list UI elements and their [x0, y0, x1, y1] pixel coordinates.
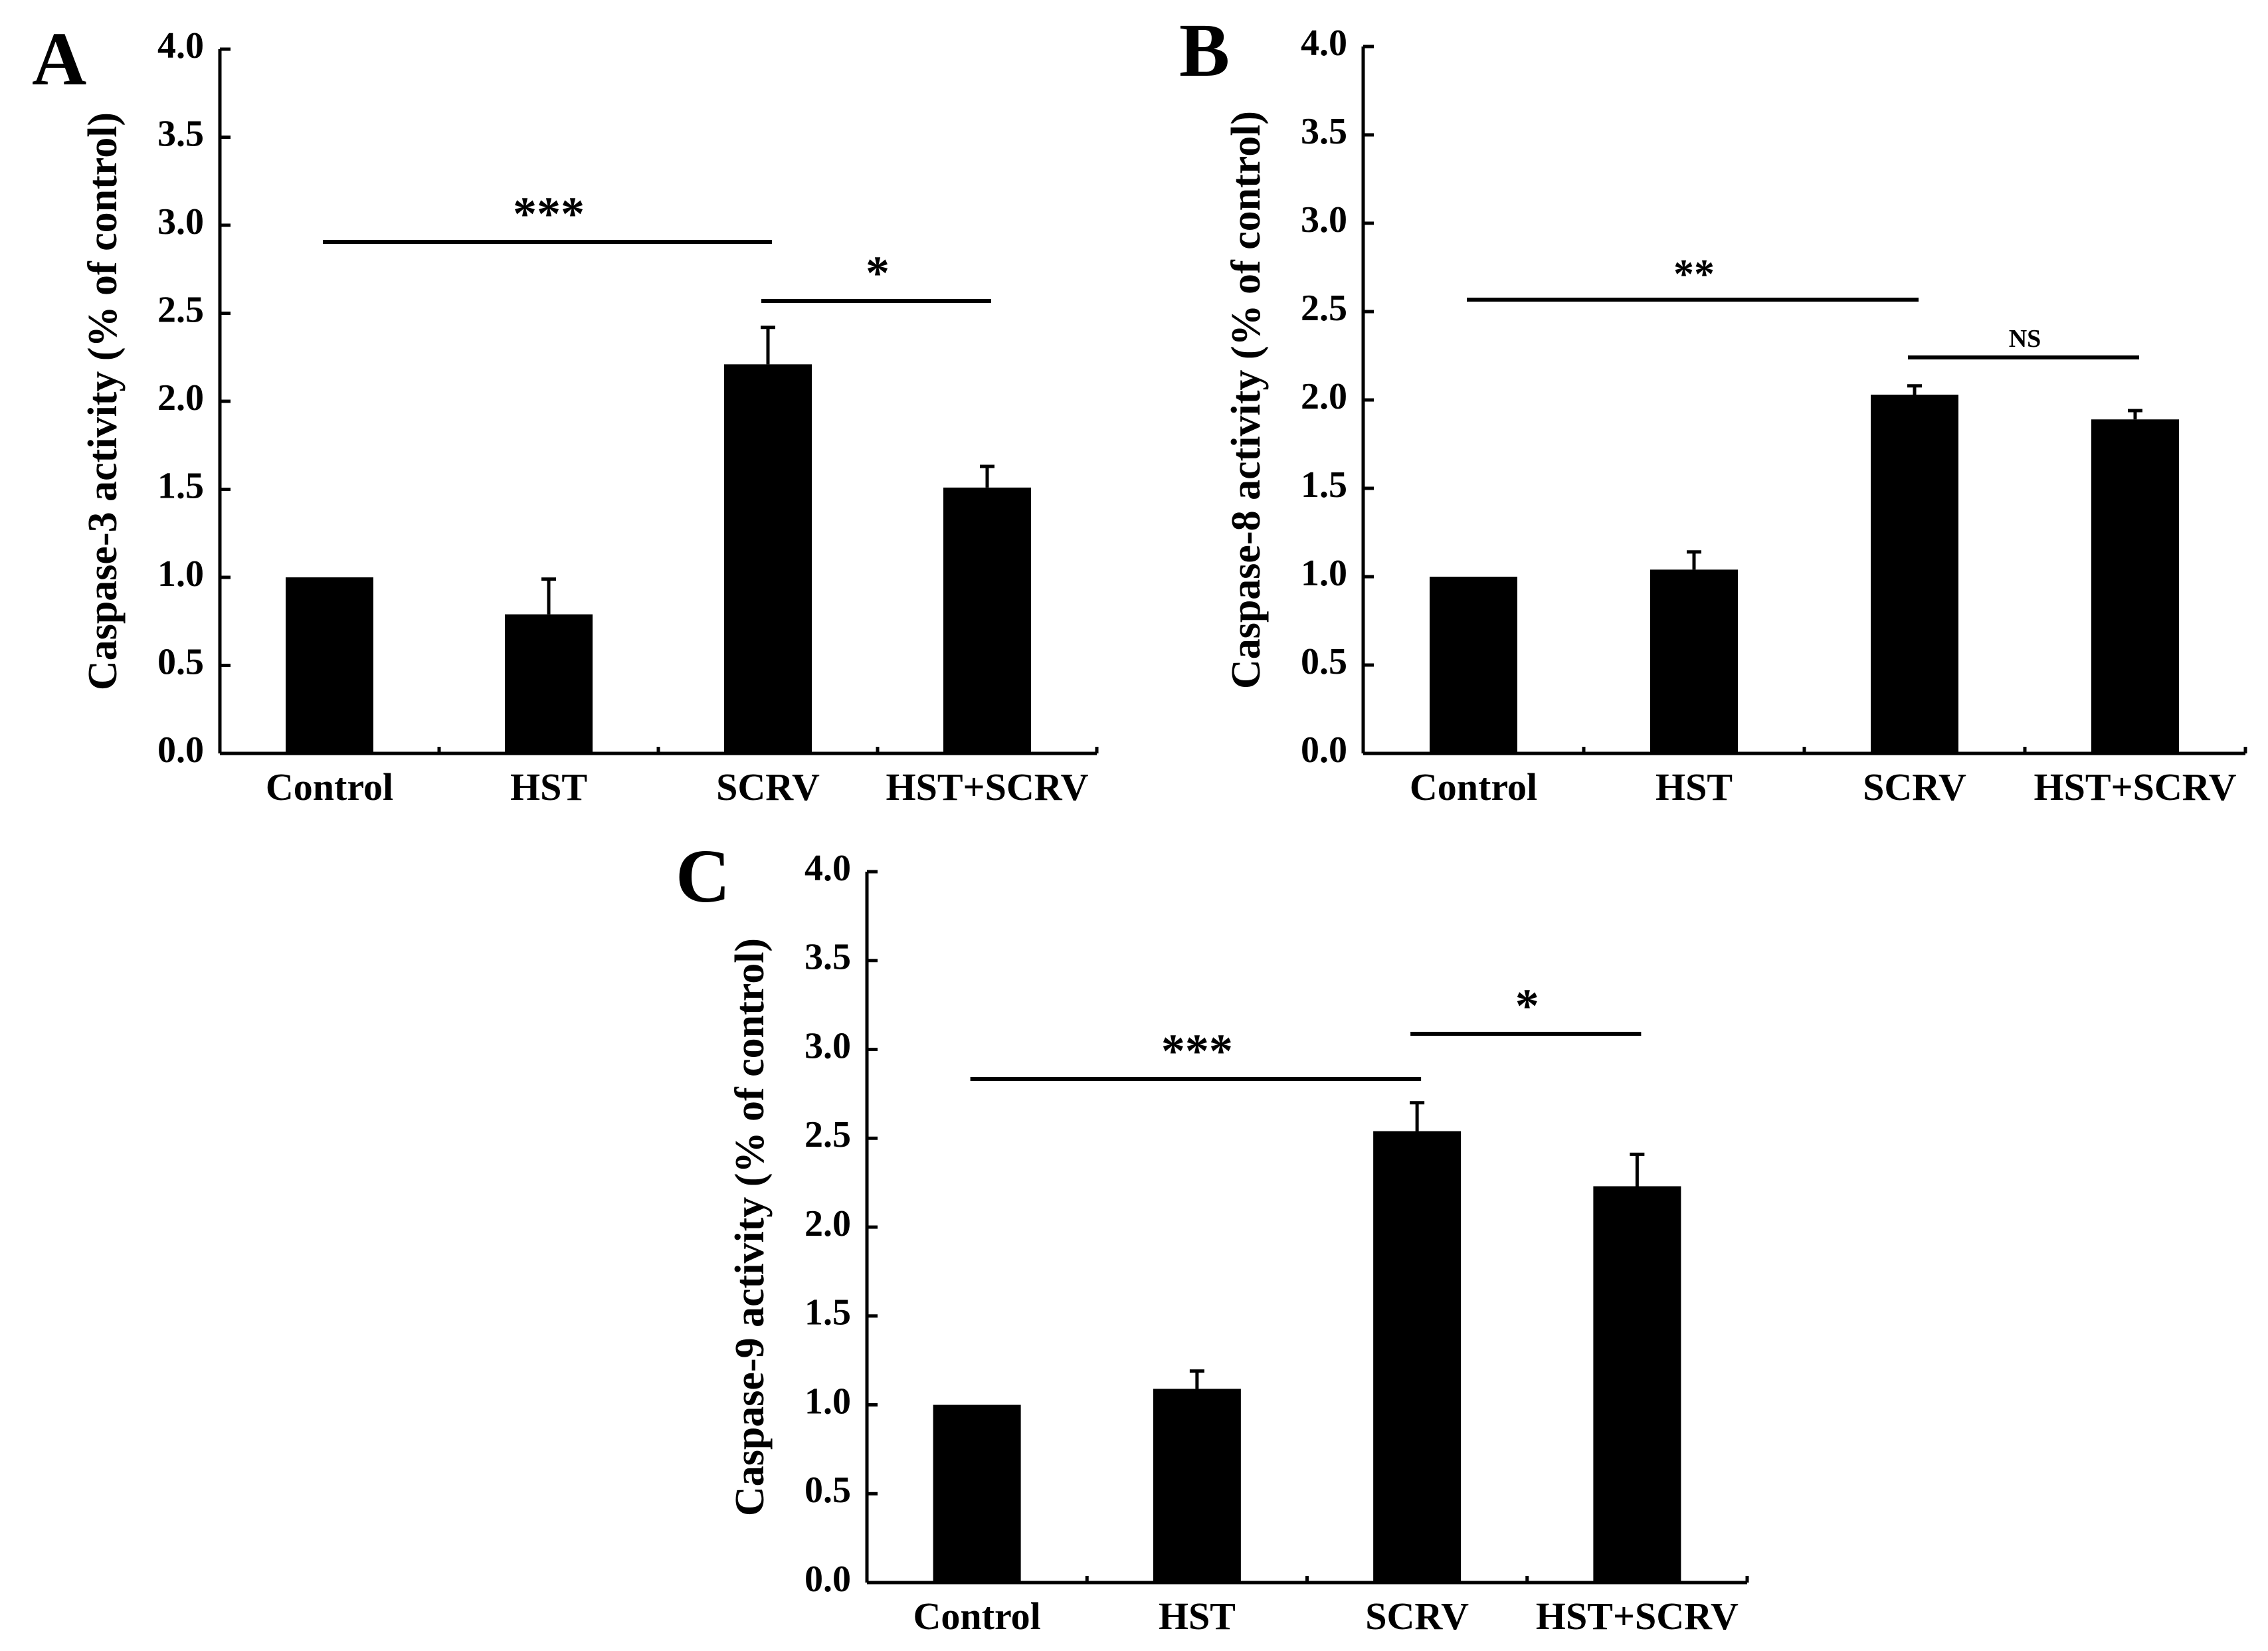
y-tick-label: 0.5 [804, 1470, 851, 1511]
panel-a: A Caspase-3 activity (% of control) 0.0 0… [32, 17, 1099, 809]
significance-label: *** [1161, 1024, 1233, 1078]
panel-label-a: A [32, 17, 86, 101]
x-tick-label: HST [1655, 765, 1733, 809]
y-tick-label: 4.0 [157, 25, 204, 66]
significance-label: ** [1673, 252, 1715, 297]
y-tick-label: 1.0 [157, 553, 204, 595]
y-tick-label: 3.5 [1301, 111, 1347, 152]
x-tick-label: SCRV [1365, 1595, 1469, 1638]
y-tick-label: 1.5 [157, 465, 204, 506]
panel-b: B Caspase-8 activity (% of control) 0.0 0… [1179, 8, 2247, 809]
y-tick-label: 2.0 [157, 377, 204, 419]
y-tick-label: 2.0 [1301, 376, 1347, 417]
panel-label-b: B [1179, 8, 1230, 92]
y-tick-label: 1.0 [804, 1381, 851, 1422]
bar [2091, 419, 2179, 753]
x-tick-label: HST [1159, 1595, 1236, 1638]
x-tick-label: Control [266, 765, 393, 809]
bar [1650, 569, 1738, 753]
significance-label: *** [513, 187, 585, 241]
bar [1373, 1131, 1462, 1583]
y-tick-label: 0.5 [1301, 641, 1347, 682]
y-axis-title-a: Caspase-3 activity (% of control) [80, 112, 126, 690]
y-tick-label: 3.5 [804, 937, 851, 978]
y-tick-label: 2.5 [1301, 288, 1347, 329]
y-tick-label: 0.5 [157, 641, 204, 682]
bar [1430, 577, 1517, 753]
bar [943, 487, 1031, 753]
bar [1153, 1389, 1241, 1583]
significance-label: * [1515, 979, 1539, 1032]
y-tick-label: 3.0 [1301, 199, 1347, 241]
bar [1593, 1186, 1681, 1583]
x-tick-label: SCRV [716, 765, 820, 809]
y-tick-label: 2.0 [804, 1203, 851, 1244]
panel-c: C Caspase-9 activity (% of control) 0.0 0… [676, 834, 1749, 1638]
x-tick-label: Control [913, 1595, 1040, 1638]
bar [505, 614, 593, 753]
y-tick-label: 2.5 [804, 1114, 851, 1155]
y-axis-title-b: Caspase-8 activity (% of control) [1224, 111, 1269, 689]
y-tick-label: 2.5 [157, 289, 204, 330]
y-tick-label: 1.5 [1301, 464, 1347, 506]
y-tick-label: 3.5 [157, 113, 204, 154]
y-tick-label: 0.0 [1301, 729, 1347, 771]
y-tick-label: 0.0 [804, 1559, 851, 1600]
y-axis-title-c: Caspase-9 activity (% of control) [727, 938, 773, 1516]
significance-label: * [866, 246, 890, 300]
x-tick-label: Control [1410, 765, 1537, 809]
bar [724, 364, 812, 753]
bar [933, 1405, 1021, 1583]
x-tick-label: HST+SCRV [1536, 1595, 1739, 1638]
x-tick-label: HST+SCRV [886, 765, 1089, 809]
y-tick-label: 0.0 [157, 729, 204, 771]
y-tick-label: 3.0 [804, 1025, 851, 1066]
y-tick-label: 3.0 [157, 201, 204, 243]
significance-label: NS [2009, 325, 2041, 353]
panel-label-c: C [676, 834, 730, 918]
x-tick-label: HST [510, 765, 587, 809]
x-tick-label: SCRV [1863, 765, 1966, 809]
bar [1871, 395, 1958, 753]
y-tick-label: 4.0 [804, 848, 851, 889]
y-tick-label: 1.0 [1301, 553, 1347, 594]
y-tick-label: 1.5 [804, 1292, 851, 1333]
x-tick-label: HST+SCRV [2034, 765, 2237, 809]
y-tick-label: 4.0 [1301, 23, 1347, 64]
bar [286, 577, 373, 753]
